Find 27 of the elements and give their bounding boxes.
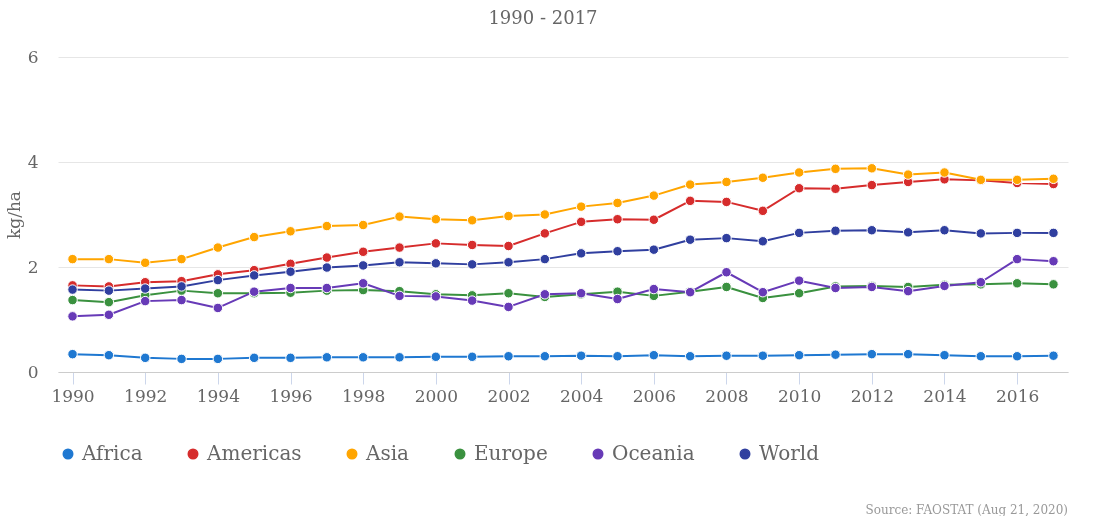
source-note: Source: FAOSTAT (Aug 21, 2020)	[865, 503, 1068, 516]
y-tick-label: 4	[27, 151, 39, 172]
y-tick-label: 6	[27, 46, 39, 67]
y-tick-label: 2	[27, 256, 39, 277]
x-tick-label: 2004	[560, 385, 604, 406]
x-tick-label: 1990	[51, 385, 95, 406]
y-axis-title: kg/ha	[3, 191, 24, 239]
legend-label: Oceania	[612, 441, 695, 465]
x-tick-label: 1992	[124, 385, 168, 406]
x-tick-label: 2014	[923, 385, 967, 406]
x-tick-label: 2016	[996, 385, 1040, 406]
x-tick-label: 2000	[414, 385, 458, 406]
x-tick-label: 1998	[342, 385, 386, 406]
chart-title: 1990 - 2017	[488, 7, 598, 28]
x-tick-label: 1994	[196, 385, 240, 406]
x-tick-label: 2008	[705, 385, 749, 406]
x-tick-label: 1996	[269, 385, 313, 406]
legend-label: Europe	[474, 441, 548, 465]
x-tick-label: 2010	[778, 385, 822, 406]
legend-label: Americas	[206, 441, 302, 465]
x-tick-label: 2002	[487, 385, 531, 406]
x-tick-label: 2012	[850, 385, 894, 406]
x-tick-label: 2006	[632, 385, 676, 406]
legend-label: World	[759, 441, 820, 465]
legend-label: Africa	[81, 441, 143, 465]
y-tick-label: 0	[27, 361, 39, 382]
legend-label: Asia	[365, 441, 410, 465]
